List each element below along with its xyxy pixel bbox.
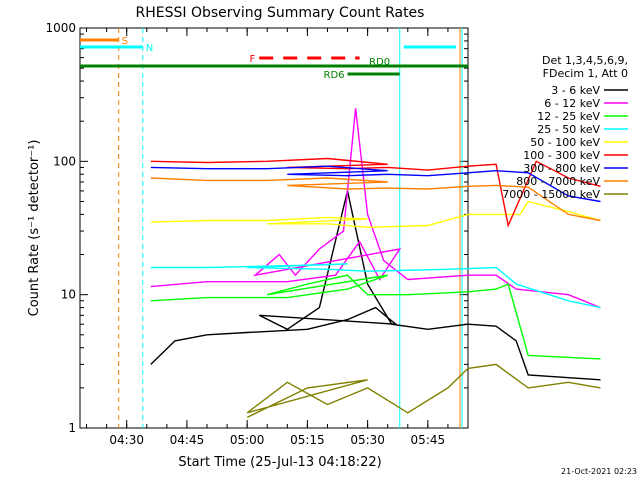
plot-area: 1 10 100 1000 04:30 04:45 05:00 05:15 05:30 05:45…	[45, 21, 601, 447]
legend-label: 6 - 12 keV	[544, 97, 600, 110]
x-tick-label: 04:30	[109, 433, 144, 447]
flag-label-s: S	[122, 36, 128, 47]
series-line-300-800-kev	[150, 165, 601, 203]
legend-header-line-1: Det 1,3,4,5,6,9,	[542, 54, 628, 67]
y-tick-label: 1000	[45, 21, 76, 35]
x-tick-label: 05:30	[350, 433, 385, 447]
legend-label: 300 - 800 keV	[523, 162, 600, 175]
y-tick-label: 1	[68, 421, 76, 435]
series-line-800-7000-kev	[150, 177, 601, 222]
series-line-50-100-kev	[150, 200, 601, 229]
y-axis-label: Count Rate (s⁻¹ detector⁻¹)	[27, 140, 42, 317]
flag-label-n: N	[146, 43, 153, 54]
x-tick-label: 05:00	[230, 433, 265, 447]
series-line-25-50-kev	[150, 263, 601, 309]
legend-label: 25 - 50 keV	[537, 123, 600, 136]
legend-label: 7000 - 15000 keV	[502, 188, 600, 201]
x-axis-label: Start Time (25-Jul-13 04:18:22)	[178, 455, 381, 470]
plot-frame	[79, 27, 469, 429]
y-tick-label: 10	[61, 288, 76, 302]
series-line-7000-15000-kev	[246, 363, 601, 419]
legend-header-line-2: FDecim 1, Att 0	[543, 67, 628, 80]
legend-label: 3 - 6 keV	[551, 84, 600, 97]
flag-label-rd0: RD0	[369, 57, 390, 68]
series-line-3-6-kev	[150, 190, 601, 381]
x-tick-label: 04:45	[170, 433, 205, 447]
legend-label: 50 - 100 keV	[530, 136, 600, 149]
legend-label: 12 - 25 keV	[537, 110, 600, 123]
legend-label: 800 - 7000 keV	[516, 175, 600, 188]
y-tick-label: 100	[53, 154, 76, 168]
x-tick-label: 05:15	[290, 433, 325, 447]
flag-label-rd6: RD6	[324, 70, 345, 81]
flag-label-f: F	[249, 54, 255, 65]
chart-title: RHESSI Observing Summary Count Rates	[136, 5, 425, 21]
legend-label: 100 - 300 keV	[523, 149, 600, 162]
series-line-100-300-kev	[150, 157, 601, 228]
footer-date: 21-Oct-2021 02:23	[561, 467, 637, 476]
series-line-12-25-kev	[150, 274, 601, 360]
x-tick-label: 05:45	[411, 433, 446, 447]
